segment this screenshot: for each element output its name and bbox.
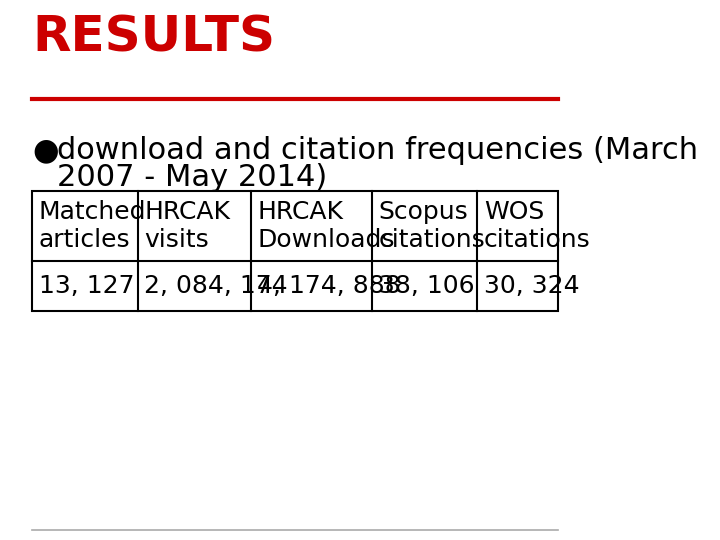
Text: HRCAK
Downloads: HRCAK Downloads (257, 200, 395, 252)
Text: RESULTS: RESULTS (32, 14, 275, 62)
Text: HRCAK
visits: HRCAK visits (144, 200, 230, 252)
Text: 13, 127: 13, 127 (39, 274, 135, 298)
Text: Scopus
citations: Scopus citations (379, 200, 485, 252)
Bar (32, 191, 558, 310)
Text: 2007 - May 2014): 2007 - May 2014) (57, 163, 327, 192)
Text: download and citation frequencies (March: download and citation frequencies (March (57, 137, 698, 165)
Text: 4, 174, 888: 4, 174, 888 (257, 274, 401, 298)
Text: 30, 324: 30, 324 (484, 274, 580, 298)
Text: ●: ● (32, 137, 59, 165)
Text: Matched
articles: Matched articles (39, 200, 146, 252)
Text: WOS
citations: WOS citations (484, 200, 590, 252)
Text: 2, 084, 174: 2, 084, 174 (144, 274, 288, 298)
Text: 38, 106: 38, 106 (379, 274, 474, 298)
